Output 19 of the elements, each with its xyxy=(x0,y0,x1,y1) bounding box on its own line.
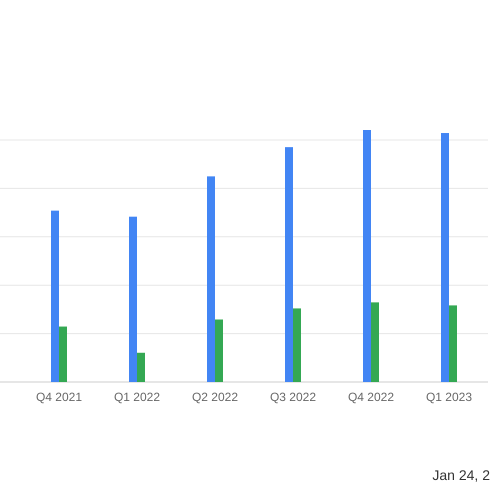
x-tick-label: Q4 2022 xyxy=(348,390,394,404)
bar xyxy=(215,320,223,382)
bar xyxy=(51,210,59,382)
x-tick-label: Q1 2022 xyxy=(114,390,160,404)
x-tick-label: Q1 2023 xyxy=(426,390,472,404)
bar xyxy=(449,305,457,382)
x-tick-label: Q3 2022 xyxy=(270,390,316,404)
text: Jan 24, 2 xyxy=(432,467,490,483)
bar xyxy=(129,216,137,382)
bar xyxy=(285,147,293,382)
x-tick-label: Q4 2021 xyxy=(36,390,82,404)
bar xyxy=(207,176,215,382)
bar xyxy=(137,352,145,382)
bar xyxy=(363,130,371,382)
bar xyxy=(371,302,379,382)
bar xyxy=(441,133,449,382)
bar xyxy=(59,326,67,382)
bar xyxy=(293,308,301,382)
x-tick-label: Q2 2022 xyxy=(192,390,238,404)
